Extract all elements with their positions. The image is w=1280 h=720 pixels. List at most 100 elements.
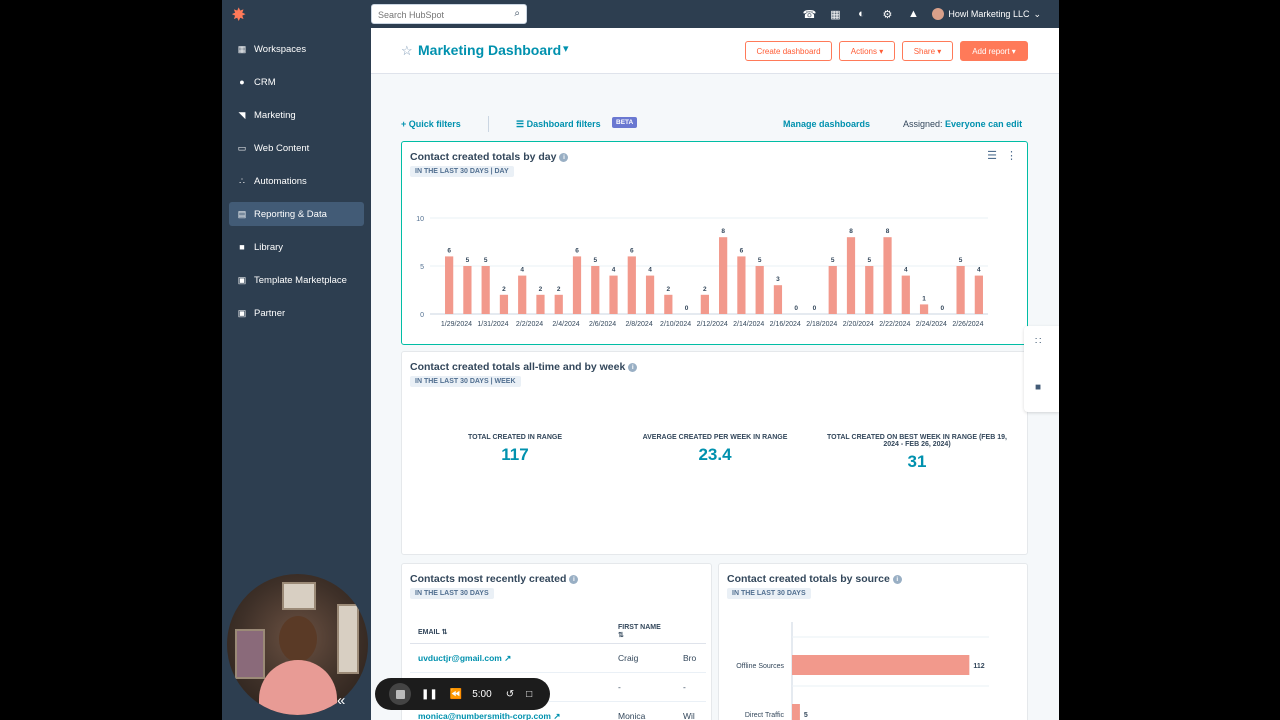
column-header-email[interactable]: EMAIL ⇅ <box>410 620 610 644</box>
gear-icon[interactable]: ⚙ <box>882 8 893 21</box>
bar <box>609 275 618 314</box>
sidebar-item-label: Marketing <box>254 109 296 121</box>
card-title: Contact created totals all-time and by w… <box>410 361 638 373</box>
search-icon[interactable]: ⌕ <box>514 8 520 19</box>
data-label: 5 <box>758 257 762 264</box>
sidebar-item-label: Library <box>254 241 284 253</box>
bar <box>901 275 910 314</box>
megaphone-icon: ◥ <box>238 109 246 120</box>
chat-icon[interactable]: ■ <box>1035 382 1042 393</box>
more-options-icon[interactable]: ⋮ <box>1006 150 1017 162</box>
phone-icon[interactable]: ☎ <box>802 8 817 21</box>
sidebar-item-label: Reporting & Data <box>254 208 327 220</box>
x-tick-label: 2/10/2024 <box>660 321 691 328</box>
help-icon[interactable]: ◐ <box>858 8 865 20</box>
x-tick-label: 2/8/2024 <box>625 321 652 328</box>
info-icon[interactable]: i <box>559 153 569 162</box>
data-label: 5 <box>867 257 871 264</box>
wall-frame-image <box>235 629 265 679</box>
info-icon[interactable]: i <box>892 575 902 584</box>
x-tick-label: 2/24/2024 <box>916 321 947 328</box>
stat-best-week: TOTAL CREATED ON BEST WEEK IN RANGE (FEB… <box>822 434 1012 472</box>
x-tick-label: 2/20/2024 <box>843 321 874 328</box>
email-link[interactable]: uvductjr@gmail.com <box>418 652 502 663</box>
bar <box>481 266 490 314</box>
page-title[interactable]: Marketing Dashboard <box>418 42 562 58</box>
sidebar-item-partner[interactable]: ▣ Partner <box>229 301 364 325</box>
table-row[interactable]: monica@numbersmith-corp.com ↗ Monica Wil <box>410 701 706 720</box>
card-title: Contacts most recently created i <box>410 573 579 585</box>
hubspot-logo-icon[interactable]: ✸ <box>232 7 246 24</box>
search-input[interactable] <box>372 6 502 24</box>
caret-down-icon[interactable]: ▾ <box>563 43 569 55</box>
report-card-by-source[interactable]: Contact created totals by source i IN THE… <box>718 563 1028 720</box>
sidebar-item-template-marketplace[interactable]: ▣ Template Marketplace <box>229 268 364 292</box>
external-link-icon[interactable]: ↗ <box>553 710 561 720</box>
sidebar-item-crm[interactable]: ● CRM <box>229 70 364 94</box>
chevron-down-icon: ⌄ <box>1033 8 1041 19</box>
marketplace-icon[interactable]: ▦ <box>830 8 841 21</box>
bar <box>792 704 800 720</box>
sidebar-item-reporting[interactable]: ▤ Reporting & Data <box>229 202 364 226</box>
stat-total: TOTAL CREATED IN RANGE 117 <box>440 434 590 465</box>
partner-icon: ▣ <box>237 307 247 318</box>
assigned-value[interactable]: Everyone can edit <box>945 119 1023 129</box>
sidebar-item-workspaces[interactable]: ▦ Workspaces <box>229 37 364 61</box>
collapse-sidebar-icon[interactable]: « <box>337 692 346 709</box>
quick-filters-link[interactable]: + Quick filters <box>401 119 461 129</box>
data-label: 8 <box>721 228 725 235</box>
trash-icon[interactable]: □ <box>526 688 533 700</box>
report-card-by-week[interactable]: Contact created totals all-time and by w… <box>401 351 1028 555</box>
info-icon[interactable]: i <box>569 575 579 584</box>
card-title: Contact created totals by day i <box>410 151 569 163</box>
actions-button[interactable]: Actions ▾ <box>839 41 895 61</box>
first-name-cell: - <box>610 672 675 702</box>
report-card-recent-contacts[interactable]: Contacts most recently created i IN THE L… <box>401 563 712 720</box>
email-cell[interactable]: uvductjr@gmail.com ↗ <box>410 643 610 673</box>
external-link-icon[interactable]: ↗ <box>504 652 512 663</box>
data-label: 5 <box>484 257 488 264</box>
sidebar-item-marketing[interactable]: ◥ Marketing <box>229 103 364 127</box>
last-name-cell: - <box>675 672 706 702</box>
data-label: 6 <box>447 247 451 254</box>
data-label: 6 <box>630 247 634 254</box>
manage-dashboards-link[interactable]: Manage dashboards <box>783 119 871 129</box>
table-row[interactable]: uvductjr@gmail.com ↗ Craig Bro <box>410 643 706 673</box>
dashboard-filters-link[interactable]: ☰ Dashboard filters <box>516 119 601 130</box>
share-button[interactable]: Share ▾ <box>902 41 953 61</box>
stat-average: AVERAGE CREATED PER WEEK IN RANGE 23.4 <box>620 434 810 465</box>
bell-icon[interactable]: ▲ <box>907 8 919 20</box>
add-report-button[interactable]: Add report ▾ <box>960 41 1028 61</box>
sidebar-item-label: Partner <box>254 307 286 319</box>
sidebar-item-web-content[interactable]: ▭ Web Content <box>229 136 364 160</box>
bar <box>755 266 764 314</box>
restart-icon[interactable]: ↺ <box>505 688 515 700</box>
email-link[interactable]: monica@numbersmith-corp.com <box>418 710 551 720</box>
column-header-first-name[interactable]: FIRST NAME ⇅ <box>610 620 675 644</box>
quick-filters-label: Quick filters <box>408 119 461 129</box>
column-label: EMAIL <box>418 628 440 636</box>
pause-icon[interactable]: ❚❚ <box>421 688 438 700</box>
card-title-text: Contact created totals all-time and by w… <box>410 361 626 373</box>
date-range-tag: IN THE LAST 30 DAYS | WEEK <box>410 376 521 387</box>
data-label: 4 <box>612 267 616 274</box>
x-tick-label: 2/4/2024 <box>552 321 579 328</box>
info-icon[interactable]: i <box>628 363 638 372</box>
keypad-icon[interactable]: ∷ <box>1035 336 1042 347</box>
sidebar-item-library[interactable]: ■ Library <box>229 235 364 259</box>
card-title-text: Contacts most recently created <box>410 573 567 585</box>
stop-recording-button[interactable] <box>389 683 411 705</box>
stat-value: 117 <box>501 445 529 464</box>
report-card-by-day[interactable]: Contact created totals by day i IN THE LA… <box>401 141 1028 345</box>
assigned-label: Assigned: <box>903 119 943 129</box>
beta-badge: BETA <box>612 117 638 128</box>
search-box[interactable]: ⌕ <box>371 4 527 24</box>
filter-icon[interactable]: ☰ <box>987 150 997 162</box>
create-dashboard-button[interactable]: Create dashboard <box>745 41 832 61</box>
account-menu[interactable]: Howl Marketing LLC ⌄ <box>932 8 1041 20</box>
star-icon[interactable]: ☆ <box>401 43 413 58</box>
column-header-last-name[interactable] <box>675 620 706 644</box>
category-label: Direct Traffic <box>745 712 785 719</box>
rewind-icon[interactable]: ⏪ <box>449 688 463 700</box>
sidebar-item-automations[interactable]: ∴ Automations <box>229 169 364 193</box>
